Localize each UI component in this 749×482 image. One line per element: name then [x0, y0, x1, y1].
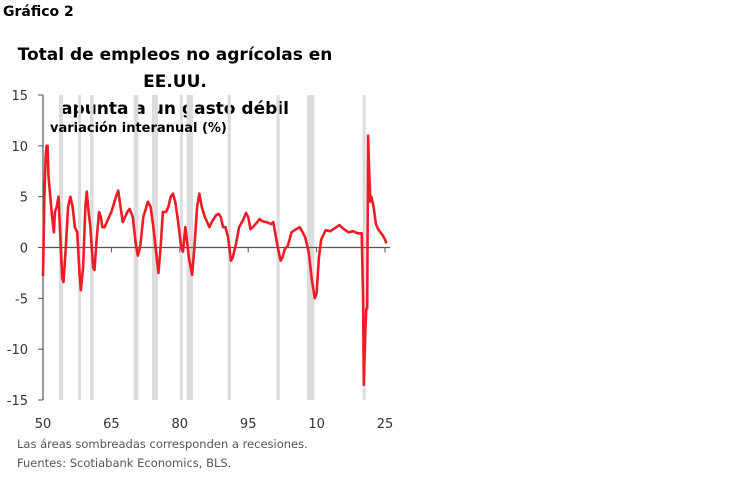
y-tick-label: -10: [7, 343, 28, 358]
y-tick-label: 10: [11, 140, 28, 155]
y-tick-label: 15: [11, 89, 28, 104]
y-tick-label: 0: [20, 242, 28, 257]
series: [41, 134, 388, 387]
y-tick-label: -5: [15, 292, 28, 307]
note-sources: Fuentes: Scotiabank Economics, BLS.: [17, 456, 232, 470]
note-recessions: Las áreas sombreadas corresponden a rece…: [17, 437, 308, 451]
y-tick-label: 5: [20, 191, 28, 206]
y-axis-label: variación interanual (%): [50, 121, 227, 136]
x-tick-label: 50: [35, 417, 52, 432]
x-tick-label: 95: [240, 417, 257, 432]
series-line: [41, 134, 388, 387]
chart-title: Total de empleos no agrícolas en EE.UU. …: [0, 42, 350, 123]
x-tick-label: 25: [377, 417, 394, 432]
y-tick-label: -15: [7, 394, 28, 409]
x-tick-label: 80: [172, 417, 189, 432]
x-tick-label: 10: [308, 417, 325, 432]
figure-label: Gráfico 2: [3, 4, 74, 20]
chart-title-line: apunta a un gasto débil: [61, 99, 289, 119]
chart-title-line: Total de empleos no agrícolas en EE.UU.: [17, 45, 333, 92]
x-tick-label: 65: [103, 417, 120, 432]
